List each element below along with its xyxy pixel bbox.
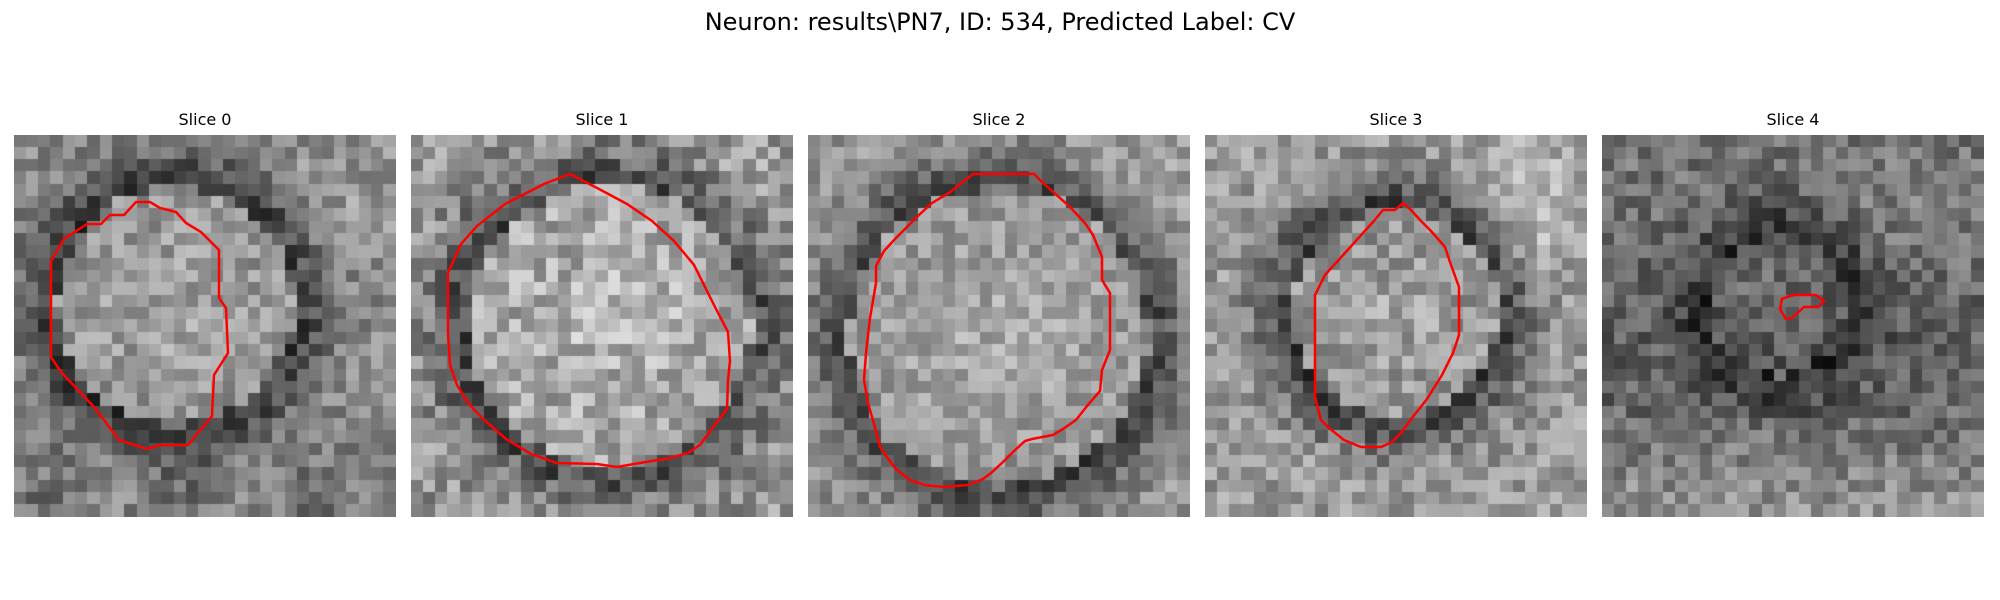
slice-title: Slice 4 <box>1766 110 1820 129</box>
slice-title: Slice 0 <box>178 110 232 129</box>
slice-title: Slice 3 <box>1369 110 1423 129</box>
contour-overlay <box>1778 293 1826 321</box>
cell-contour <box>446 172 732 469</box>
figure-title: Neuron: results\PN7, ID: 534, Predicted … <box>704 8 1296 36</box>
cell-contour <box>862 172 1112 489</box>
slice-panel-3: Slice 3 <box>1205 108 1587 517</box>
contour-overlay <box>862 172 1112 489</box>
cell-contour <box>49 200 230 451</box>
slice-image-frame <box>1205 135 1587 517</box>
slice-title: Slice 1 <box>575 110 629 129</box>
slice-image <box>411 135 793 517</box>
slice-title: Slice 2 <box>972 110 1026 129</box>
cell-contour <box>1778 293 1826 321</box>
slice-image <box>1205 135 1587 517</box>
contour-overlay <box>1313 201 1461 449</box>
slice-panel-4: Slice 4 <box>1602 108 1984 517</box>
contour-overlay <box>446 172 732 469</box>
slice-image <box>1602 135 1984 517</box>
slice-image-frame <box>808 135 1190 517</box>
slice-panel-2: Slice 2 <box>808 108 1190 517</box>
slice-image-frame <box>411 135 793 517</box>
cell-contour <box>1313 201 1461 449</box>
slice-image-frame <box>1602 135 1984 517</box>
slice-panel-1: Slice 1 <box>411 108 793 517</box>
slice-image <box>14 135 396 517</box>
slice-image <box>808 135 1190 517</box>
slice-image-frame <box>14 135 396 517</box>
slice-panel-0: Slice 0 <box>14 108 396 517</box>
contour-overlay <box>49 200 230 451</box>
